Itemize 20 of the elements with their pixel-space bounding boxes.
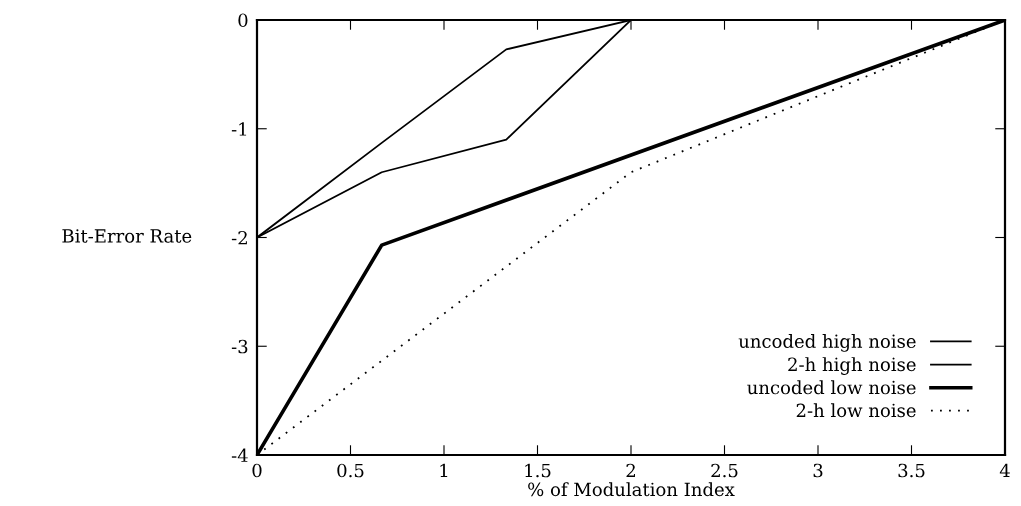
- x-tick-label: 0.5: [337, 463, 364, 478]
- x-tick-label: 3.5: [898, 463, 925, 478]
- legend-label: uncoded high noise: [738, 334, 916, 352]
- legend-label: uncoded low noise: [747, 380, 916, 395]
- x-tick-label: 4: [999, 463, 1010, 478]
- y-tick-label: -1: [231, 122, 247, 136]
- x-tick-label: 0: [252, 463, 262, 478]
- legend-label: 2-h low noise: [796, 403, 916, 418]
- y-axis-title: Bit-Error Rate: [62, 229, 192, 243]
- x-tick-label: 2.5: [711, 463, 738, 478]
- x-axis-title: % of Modulation Index: [528, 482, 735, 497]
- y-tick-label: -2: [231, 230, 247, 245]
- x-tick-label: 3: [813, 463, 823, 478]
- y-tick-label: -4: [231, 448, 248, 462]
- legend-label: 2-h high noise: [788, 357, 916, 375]
- x-tick-label: 1: [440, 463, 448, 478]
- x-tick-label: 2: [626, 463, 635, 478]
- x-tick-label: 1.5: [525, 463, 551, 478]
- y-tick-label: 0: [238, 13, 248, 28]
- y-tick-label: -3: [231, 339, 248, 354]
